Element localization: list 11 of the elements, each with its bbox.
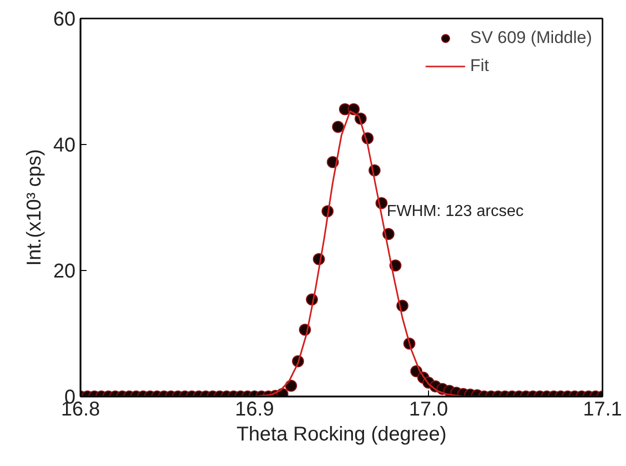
legend-label: Fit: [470, 56, 490, 76]
y-tick-label: 60: [53, 8, 76, 30]
annotation: FWHM: 123 arcsec: [386, 203, 524, 220]
legend-label: SV 609 (Middle): [470, 28, 592, 48]
y-axis-title: Int.(x10³ cps): [23, 149, 46, 266]
x-tick-label: 17.0: [409, 398, 448, 420]
x-axis-title: Theta Rocking (degree): [236, 424, 447, 446]
y-tick-label: 20: [53, 260, 76, 282]
y-tick-label: 40: [53, 134, 76, 156]
x-tick-label: 16.9: [235, 398, 274, 420]
x-tick-label: 17.1: [583, 398, 622, 420]
